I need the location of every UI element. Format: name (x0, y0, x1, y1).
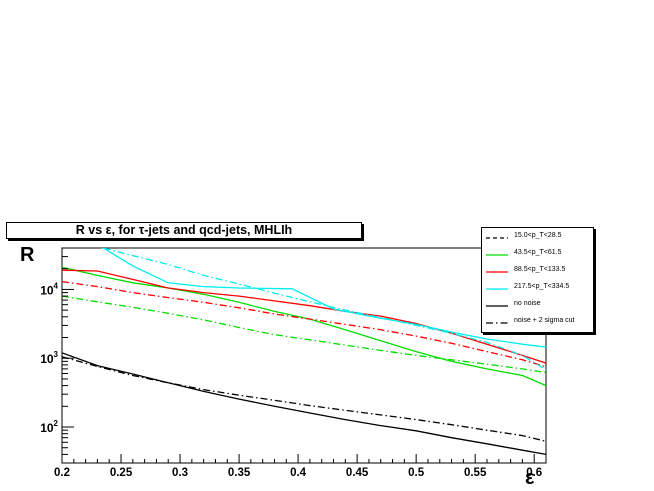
series-line (62, 356, 546, 442)
x-tick-label: 0.55 (464, 467, 487, 479)
legend-swatch (486, 288, 508, 290)
x-tick-label: 0.25 (110, 467, 133, 479)
series-line (62, 280, 546, 368)
legend-swatch (486, 271, 508, 273)
x-axis: 0.2 0.25 0.3 0.35 0.4 0.45 0.5 0.55 0.6 (54, 454, 547, 479)
x-tick-label: 0.45 (346, 467, 369, 479)
legend-entry: noise + 2 sigma cut (482, 316, 595, 330)
series-line (62, 266, 546, 387)
y-tick-label: 102 (40, 419, 58, 435)
series-line (100, 248, 546, 371)
chart-title: R vs ε, for τ-jets and qcd-jets, MHLIh (6, 222, 362, 239)
legend-entry: no noise (482, 299, 595, 313)
legend-entry: 43.5<p_T<61.5 (482, 248, 595, 262)
legend: 15.0<p_T<28.5 43.5<p_T<61.5 88.5<p_T<133… (481, 227, 594, 333)
legend-label: noise + 2 sigma cut (514, 317, 575, 324)
x-axis-label: ε (525, 467, 535, 489)
legend-swatch (486, 305, 508, 307)
legend-swatch (486, 254, 508, 256)
legend-swatch (486, 322, 508, 324)
legend-label: 43.5<p_T<61.5 (514, 249, 562, 256)
y-axis-label: R (20, 244, 35, 266)
x-tick-label: 0.2 (54, 467, 70, 479)
x-tick-label: 0.5 (408, 467, 425, 479)
series-line (62, 295, 546, 374)
y-tick-label: 103 (40, 350, 58, 366)
y-tick-label: 104 (40, 281, 58, 297)
legend-label: no noise (514, 300, 541, 307)
y-axis: 102 103 104 (40, 247, 74, 464)
legend-entry: 15.0<p_T<28.5 (482, 231, 595, 245)
legend-label: 15.0<p_T<28.5 (514, 232, 562, 239)
series-line (62, 269, 546, 364)
legend-entry: 88.5<p_T<133.5 (482, 265, 595, 279)
series-layer (62, 248, 546, 456)
legend-label: 217.5<p_T<334.5 (514, 283, 570, 290)
x-tick-label: 0.4 (290, 467, 307, 479)
x-tick-label: 0.3 (172, 467, 188, 479)
x-tick-label: 0.6 (526, 467, 542, 479)
legend-swatch (486, 237, 508, 239)
series-line (100, 248, 546, 348)
legend-label: 88.5<p_T<133.5 (514, 266, 566, 273)
legend-entry: 217.5<p_T<334.5 (482, 282, 595, 296)
plot-frame (61, 247, 547, 464)
series-line (62, 352, 546, 456)
x-tick-label: 0.35 (228, 467, 251, 479)
